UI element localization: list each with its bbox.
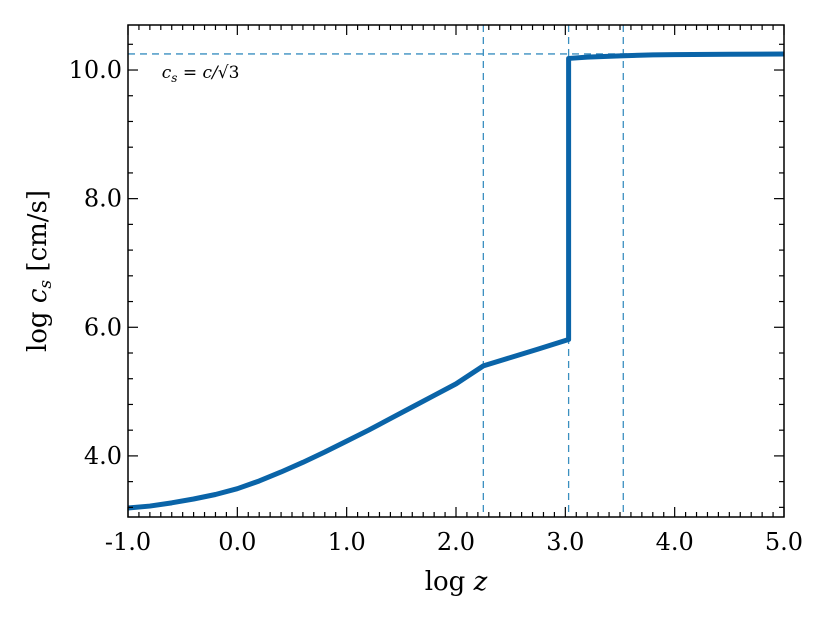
x-tick-label: -1.0 — [105, 528, 151, 556]
x-axis-label: log z — [425, 567, 488, 597]
annotation-sqrt-sign: √ — [218, 63, 229, 83]
annotation-equation: = c/ — [177, 63, 220, 83]
y-tick-label: 6.0 — [84, 313, 122, 341]
tick-labels: -1.0 0.0 1.0 2.0 3.0 4.0 5.0 4.0 6.0 8.0 10.0 — [69, 56, 804, 556]
annotation-sqrt-argument: 3 — [229, 63, 240, 83]
x-tick-label: 1.0 — [328, 528, 366, 556]
y-tick-label: 10.0 — [69, 56, 122, 84]
x-tick-label: 3.0 — [546, 528, 584, 556]
x-axis-label-var: z — [473, 567, 488, 597]
x-tick-label: 0.0 — [218, 528, 256, 556]
x-tick-label: 5.0 — [765, 528, 803, 556]
annotation-subscript: s — [171, 71, 177, 85]
x-tick-label: 2.0 — [437, 528, 475, 556]
x-axis-label-log: log — [425, 567, 474, 597]
y-tick-label: 8.0 — [84, 185, 122, 213]
axis-ticks — [127, 25, 785, 517]
annotation-symbol: c — [162, 63, 172, 83]
y-tick-label: 4.0 — [84, 442, 122, 470]
y-axis-label-units: [cm/s] — [23, 190, 53, 280]
sound-speed-annotation: cs = c/√3 — [162, 63, 240, 85]
y-axis-label: log cs [cm/s] — [23, 190, 56, 352]
y-axis-label-sub: s — [36, 280, 56, 289]
data-series — [127, 51, 785, 511]
series-line-1 — [127, 51, 785, 511]
reference-lines — [128, 25, 784, 517]
plot-frame — [127, 24, 785, 518]
y-axis-label-var: c — [23, 288, 53, 303]
x-tick-label: 4.0 — [656, 528, 694, 556]
y-axis-label-log: log — [23, 303, 53, 352]
